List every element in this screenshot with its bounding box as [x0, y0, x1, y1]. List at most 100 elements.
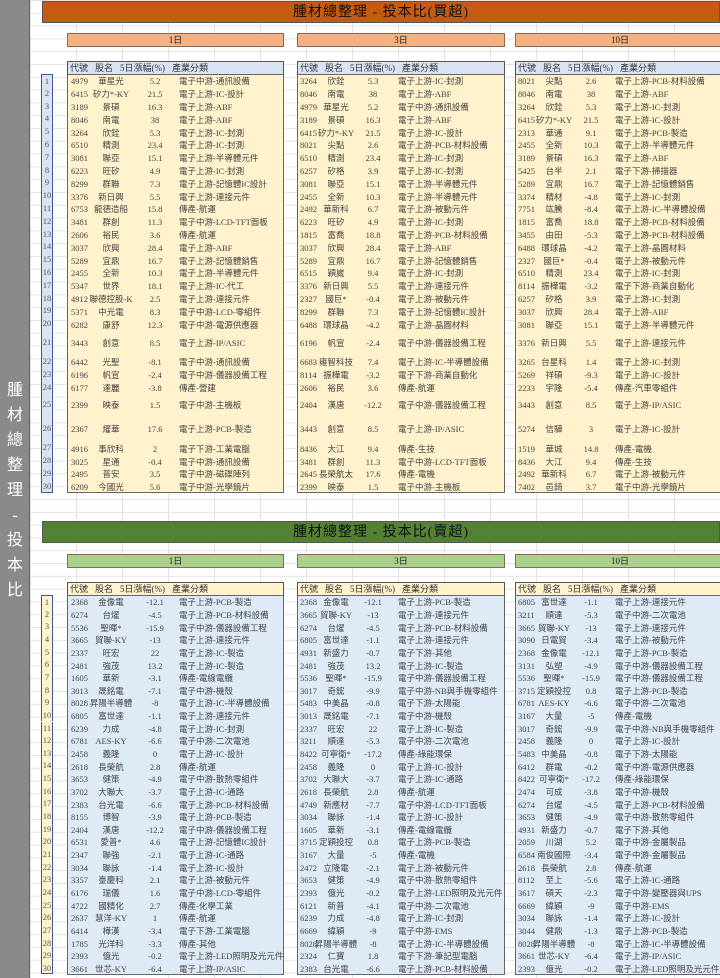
table-row[interactable]: 3376 新日興 5.5 電子上游-連接元件	[68, 190, 283, 203]
table-row[interactable]: 2368 金像電 -12.1 電子上游-PCB-製造	[68, 596, 283, 609]
column-header[interactable]: 產業分類	[402, 63, 439, 73]
table-row[interactable]: 3034 聯詠 -1.4 電子上游-IC-設計	[68, 861, 283, 874]
table-row[interactable]: 8422 可寧衛* -17.2 傳產-綠能環保	[516, 773, 720, 786]
table-row[interactable]: 2481 強茂 13.2 電子上游-IC-製造	[298, 659, 504, 672]
table-row[interactable]: 5274 信驊 3 電子上游-IC-設計	[516, 416, 720, 442]
table-row[interactable]: 8299 群聯 7.3 電子上游-記憶體IC設計	[298, 305, 504, 318]
table-row[interactable]: 3443 創意 8.5 電子上游-IP/ASIC	[298, 416, 504, 442]
table-row[interactable]: 3189 景碩 16.3 電子上游-ABF	[298, 113, 504, 126]
column-header[interactable]: 產業分類	[620, 584, 657, 594]
table-row[interactable]: 6257 矽格 3.9 電子上游-IC-封測	[516, 293, 720, 306]
table-row[interactable]: 3665 貿聯-KY -13 電子上游-連接元件	[516, 621, 720, 634]
table-row[interactable]: 2383 台光電 -6.6 電子上游-PCB-材料設備	[298, 963, 504, 974]
table-row[interactable]: 1785 光洋科 -3.3 傳產-其他	[68, 937, 283, 950]
table-row[interactable]: 2495 普安 3.5 電子中游-磁碟陣列	[68, 468, 283, 481]
table-row[interactable]: 6531 愛普* 4.6 電子上游-記憶體IC設計	[68, 836, 283, 849]
table-row[interactable]: 2337 旺宏 22 電子上游-IC-製造	[298, 722, 504, 735]
table-row[interactable]: 2399 映泰 1.5 電子中游-主機板	[68, 394, 283, 416]
column-header[interactable]: 代號	[518, 63, 537, 73]
table-row[interactable]: 8155 博智 -3.9 電子上游-PCB-製造	[68, 811, 283, 824]
table-row[interactable]: 2327 國巨* -0.4 電子上游-被動元件	[298, 293, 504, 306]
table-row[interactable]: 2606 裕民 3.6 傳產-航運	[298, 382, 504, 395]
table-row[interactable]: 5289 宜鼎 16.7 電子上游-記憶體銷售	[68, 254, 283, 267]
table-row[interactable]: 2455 全新 10.3 電子上游-半導體元件	[68, 267, 283, 280]
table-row[interactable]: 6510 精測 23.4 電子上游-IC-封測	[516, 267, 720, 280]
column-header[interactable]: 產業分類	[620, 63, 657, 73]
table-row[interactable]: 3715 定穎投控 0.8 電子上游-PCB-製造	[516, 684, 720, 697]
table-row[interactable]: 3443 創意 8.5 電子上游-IP/ASIC	[516, 394, 720, 416]
table-row[interactable]: 5483 中美晶 -0.8 電子下游-太陽能	[516, 748, 720, 761]
table-row[interactable]: 6510 精測 23.4 電子上游-IC-封測	[298, 152, 504, 165]
column-header[interactable]: 代號	[300, 584, 319, 594]
table-row[interactable]: 6176 瑞儀 1.6 電子中游-LCD-零組件	[68, 887, 283, 900]
table-row[interactable]: 2347 聯強 -2.1 電子上游-IC-通路	[68, 849, 283, 862]
table-row[interactable]: 3702 大聯大 -3.7 電子上游-IC-通路	[68, 786, 283, 799]
table-row[interactable]: 3661 世芯-KY -6.4 電子上游-IP/ASIC	[516, 950, 720, 963]
table-row[interactable]: 5536 聖暉* -15.9 電子中游-儀器設備工程	[298, 672, 504, 685]
table-row[interactable]: 3044 健鼎 -1.3 電子上游-PCB-製造	[516, 925, 720, 938]
table-row[interactable]: 3264 欣銓 5.3 電子上游-IC-封測	[516, 101, 720, 114]
table-row[interactable]: 2367 燿華 17.6 電子上游-PCB-製造	[68, 416, 283, 442]
table-row[interactable]: 3376 新日興 5.5 電子上游-連接元件	[298, 280, 504, 293]
table-row[interactable]: 6196 帆宣 -2.4 電子中游-儀器設備工程	[298, 331, 504, 356]
table-row[interactable]: 3081 聯亞 15.1 電子上游-半導體元件	[68, 152, 283, 165]
table-row[interactable]: 8021 尖點 2.6 電子上游-PCB-材料設備	[298, 139, 504, 152]
table-row[interactable]: 3017 奇鋐 -9.9 電子中游-NB與手機零組件	[298, 684, 504, 697]
table-row[interactable]: 6805 富世達 -1.1 電子上游-連接元件	[68, 710, 283, 723]
column-header[interactable]: 產業分類	[172, 584, 209, 594]
table-row[interactable]: 6177 達麗 -3.8 傳產-營建	[68, 382, 283, 395]
table-row[interactable]: 2404 漢唐 -12.2 電子中游-儀器設備工程	[68, 824, 283, 837]
table-row[interactable]: 3661 世芯-KY -6.4 電子上游-IP/ASIC	[68, 963, 283, 974]
table-row[interactable]: 1605 華新 -3.1 傳產-電線電纜	[68, 672, 283, 685]
table-row[interactable]: 3034 聯詠 -1.4 電子上游-IC-設計	[516, 912, 720, 925]
table-row[interactable]: 3374 精材 -4.8 電子上游-IC-封測	[516, 190, 720, 203]
table-row[interactable]: 8046 南電 38 電子上游-ABF	[298, 88, 504, 101]
table-row[interactable]: 3167 大量 -5 傳產-電機	[298, 849, 504, 862]
table-row[interactable]: 4931 新盛力 -0.7 電子下游-其他	[298, 647, 504, 660]
table-row[interactable]: 3017 奇鋐 -9.9 電子中游-NB與手機零組件	[516, 722, 720, 735]
table-row[interactable]: 2233 宇隆 -5.4 傳產-汽車零組件	[516, 382, 720, 395]
column-header[interactable]: 5日漲幅(%)	[120, 63, 166, 73]
table-row[interactable]: 6442 光聖 -8.1 電子中游-通訊設備	[68, 356, 283, 369]
table-row[interactable]: 2618 長榮航 2.8 傳產-航運	[68, 760, 283, 773]
table-row[interactable]: 3037 欣興 28.4 電子上游-ABF	[516, 305, 720, 318]
table-row[interactable]: 6669 緯穎 -9 電子中游-EMS	[516, 899, 720, 912]
table-row[interactable]: 6584 南俊國際 -3.4 電子中游-金屬製品	[516, 849, 720, 862]
table-row[interactable]: 5425 台半 2.1 電子下游-掃描器	[516, 165, 720, 178]
column-header[interactable]: 代號	[70, 63, 89, 73]
table-row[interactable]: 3702 大聯大 -3.7 電子上游-IC-通路	[298, 773, 504, 786]
table-row[interactable]: 8112 至上 -5.6 電子上游-IC-通路	[516, 874, 720, 887]
table-row[interactable]: 2455 全新 10.3 電子上游-半導體元件	[516, 139, 720, 152]
table-row[interactable]: 8046 南電 38 電子上游-ABF	[516, 88, 720, 101]
column-header[interactable]: 股名	[543, 584, 562, 594]
table-row[interactable]: 5269 祥碩 -9.3 電子上游-IC-設計	[516, 369, 720, 382]
table-row[interactable]: 4931 新盛力 -0.7 電子下游-其他	[516, 824, 720, 837]
column-header[interactable]: 股名	[95, 584, 114, 594]
table-row[interactable]: 7751 竑騰 -8.4 電子上游-IC-半導體設備	[516, 203, 720, 216]
table-row[interactable]: 2324 仁寶 1.8 電子下游-筆記型電腦	[298, 950, 504, 963]
table-row[interactable]: 3665 貿聯-KY -13 電子上游-連接元件	[68, 634, 283, 647]
table-row[interactable]: 3211 順達 -5.3 電子中游-二次電池	[516, 609, 720, 622]
table-row[interactable]: 6274 台燿 -4.5 電子上游-PCB-材料設備	[516, 798, 720, 811]
table-row[interactable]: 3443 創意 8.5 電子上游-IP/ASIC	[68, 331, 283, 356]
table-row[interactable]: 3715 定穎投控 0.8 電子上游-PCB-製造	[298, 836, 504, 849]
column-header[interactable]: 產業分類	[402, 584, 439, 594]
table-row[interactable]: 3653 健策 -4.9 電子中游-散熱零組件	[298, 874, 504, 887]
column-header[interactable]: 代號	[518, 584, 537, 594]
table-row[interactable]: 3617 碩天 -2.3 電子中游-變壓器與UPS	[516, 887, 720, 900]
table-row[interactable]: 2645 長榮航太 17.6 傳產-電機	[298, 468, 504, 481]
table-row[interactable]: 6121 新普 -4.1 電子中游-二次電池	[298, 899, 504, 912]
column-header[interactable]: 代號	[70, 584, 89, 594]
table-row[interactable]: 3081 聯亞 15.1 電子上游-半導體元件	[298, 177, 504, 190]
table-row[interactable]: 3081 聯亞 15.1 電子上游-半導體元件	[516, 318, 720, 331]
table-row[interactable]: 6753 龍德造船 15.8 傳產-航運	[68, 203, 283, 216]
table-row[interactable]: 3481 群創 11.3 電子中游-LCD-TFT面板	[68, 216, 283, 229]
table-row[interactable]: 3013 晟銘電 -7.1 電子中游-機殼	[68, 684, 283, 697]
table-row[interactable]: 1815 富喬 18.8 電子上游-PCB-材料設備	[516, 216, 720, 229]
table-row[interactable]: 6415 矽力*-KY 21.5 電子上游-IC-設計	[68, 88, 283, 101]
table-row[interactable]: 8114 振樺電 -3.2 電子下游-商業自動化	[516, 280, 720, 293]
table-row[interactable]: 2368 金像電 -12.1 電子上游-PCB-製造	[298, 596, 504, 609]
table-row[interactable]: 6282 康舒 12.3 電子中游-電源供應器	[68, 318, 283, 331]
table-row[interactable]: 8046 南電 38 電子上游-ABF	[68, 113, 283, 126]
table-row[interactable]: 3481 群創 11.3 電子中游-LCD-TFT面板	[298, 455, 504, 468]
